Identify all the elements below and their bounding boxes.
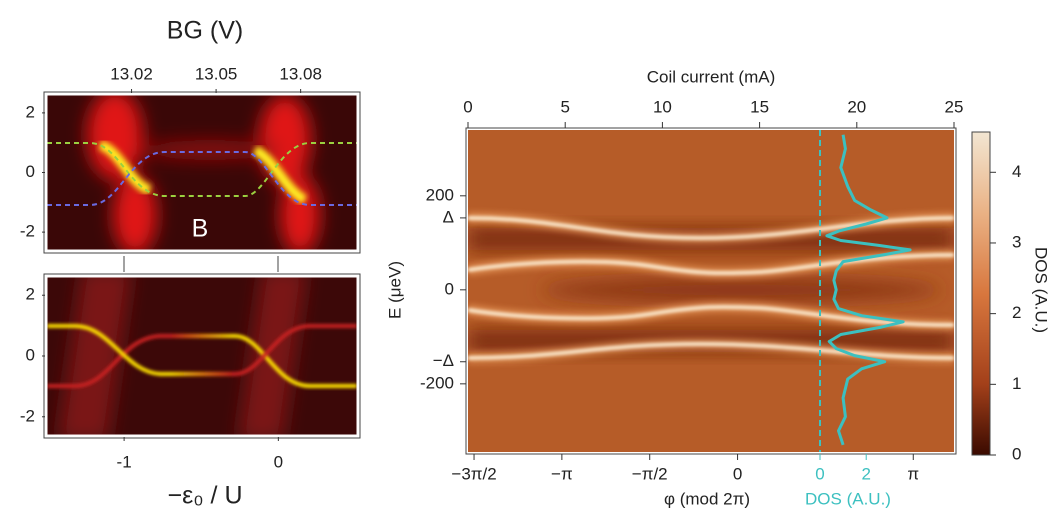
annotation: B	[192, 215, 209, 243]
x-tick-label: −π/2	[632, 464, 668, 483]
y-tick-label: −Δ	[433, 351, 454, 370]
heatmap-right	[468, 130, 954, 452]
x2-label: BG (V)	[167, 17, 243, 45]
x-tick-label: 0	[733, 464, 742, 483]
y-tick-label: 0	[26, 162, 35, 181]
x2-tick-label: 0	[463, 97, 472, 116]
x2-tick-label: 15	[750, 97, 769, 116]
dos-label: DOS (A.U.)	[805, 489, 891, 508]
x2-tick-label: 13.08	[279, 64, 322, 83]
x2-tick-label: 20	[847, 97, 866, 116]
x-tick-label: −3π/2	[451, 464, 496, 483]
x-tick-label: 0	[274, 452, 283, 471]
x2-tick-label: 13.05	[195, 64, 238, 83]
dos-tick-label: 2	[861, 464, 870, 483]
y-tick-label: -200	[420, 373, 454, 392]
y-tick-label: 0	[445, 279, 454, 298]
y-tick-label: 2	[26, 102, 35, 121]
colorbar	[972, 132, 990, 455]
y-tick-label: -2	[20, 222, 35, 241]
x-tick-label: -1	[117, 452, 132, 471]
x-tick-label: π	[907, 464, 919, 483]
y-tick-label: 200	[426, 185, 454, 204]
y-tick-label: Δ	[443, 207, 454, 226]
colorbar-tick-label: 4	[1012, 162, 1021, 181]
colorbar-tick-label: 1	[1012, 374, 1021, 393]
x2-label: Coil current (mA)	[647, 67, 775, 86]
x-tick-label: −π	[551, 464, 573, 483]
figure: BG (V) B −ε₀ / U Coil current (mA) φ (mo…	[0, 0, 1056, 513]
x2-tick-label: 25	[945, 97, 964, 116]
y-label: E (μeV)	[385, 261, 404, 319]
y-tick-label: 0	[26, 345, 35, 364]
x2-tick-label: 5	[560, 97, 569, 116]
colorbar-label: DOS (A.U.)	[1032, 247, 1051, 333]
y-tick-label: -2	[20, 406, 35, 425]
x2-tick-label: 10	[653, 97, 672, 116]
colorbar-tick-label: 0	[1012, 444, 1021, 463]
x-label: −ε₀ / U	[167, 482, 242, 510]
y-tick-label: 2	[26, 285, 35, 304]
colorbar-tick-label: 2	[1012, 303, 1021, 322]
colorbar-tick-label: 3	[1012, 232, 1021, 251]
dos-tick-label: 0	[815, 464, 824, 483]
x-label: φ (mod 2π)	[664, 489, 750, 508]
heatmap-bottom	[47, 270, 357, 440]
x2-tick-label: 13.02	[110, 64, 153, 83]
